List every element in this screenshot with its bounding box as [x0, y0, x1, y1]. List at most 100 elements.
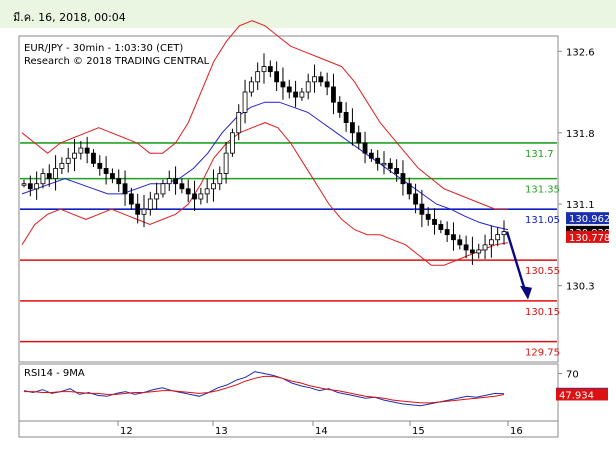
x-tick-label: 13: [215, 426, 228, 437]
candle-body: [185, 188, 191, 195]
candle-body: [293, 91, 298, 98]
rsi-y-tick-label: 70: [566, 370, 579, 381]
level-label: 131.35: [525, 185, 560, 196]
candle-body: [343, 112, 349, 123]
chart-subtitle: Research © 2018 TRADING CENTRAL: [24, 56, 210, 67]
candle-body: [204, 188, 210, 195]
price-tag-box: [566, 230, 609, 243]
candle-body: [356, 132, 362, 144]
rsi-price-tag-box: [556, 388, 608, 401]
x-tick-label: 12: [120, 426, 133, 437]
moving-average-line: [21, 101, 509, 231]
candle-body: [331, 86, 336, 103]
candle-body: [350, 122, 355, 134]
candle-body: [84, 147, 90, 154]
candle-body: [128, 193, 134, 205]
candle-body: [463, 244, 469, 251]
candle-body: [72, 152, 77, 159]
header-bar: [0, 0, 616, 28]
bollinger-lower-band: [21, 122, 509, 266]
candle-body: [457, 239, 463, 246]
candle-body: [495, 234, 501, 241]
candle-body: [34, 183, 40, 190]
candle-body: [147, 198, 153, 210]
candle-body: [65, 157, 71, 164]
candle-body: [381, 162, 387, 166]
candle-body: [27, 183, 33, 190]
candle-body: [267, 66, 273, 73]
candle-body: [166, 178, 172, 185]
rsi-price-tag-label: 47.934: [559, 390, 594, 401]
header-date: มี.ค. 16, 2018, 00:04: [13, 11, 126, 24]
candle-body: [425, 213, 431, 220]
candle-body: [141, 208, 147, 215]
candle-body: [59, 162, 65, 169]
level-label: 130.15: [525, 307, 560, 318]
level-label: 129.75: [525, 348, 560, 359]
rsi-plot-area[interactable]: [18, 363, 559, 422]
candle-body: [135, 203, 141, 215]
candle-body: [444, 229, 450, 236]
candle-body: [318, 76, 324, 83]
candle-body: [97, 162, 103, 169]
candle-body: [406, 183, 412, 195]
price-tag-label: 130.778: [569, 233, 610, 244]
projection-arrow-line: [505, 231, 528, 295]
candle-body: [179, 183, 185, 190]
candle-body: [192, 193, 197, 200]
candle-body: [223, 152, 229, 174]
candle-body: [501, 231, 507, 236]
main-plot-area[interactable]: [18, 35, 559, 363]
candle-body: [236, 112, 242, 134]
candle-body: [103, 168, 109, 174]
candle-body: [116, 178, 122, 185]
rsi-chart-layer: 7048.654347.934: [23, 370, 608, 407]
candle-body: [160, 183, 166, 195]
candle-body: [337, 101, 343, 113]
candle-body: [438, 224, 444, 230]
candle-body: [40, 173, 46, 185]
candle-body: [21, 183, 27, 186]
candle-body: [299, 91, 305, 98]
projection-arrow-head: [520, 285, 532, 300]
level-label: 131.7: [525, 149, 554, 160]
candle-body: [488, 239, 494, 246]
candle-body: [413, 193, 418, 205]
x-tick-label: 16: [510, 426, 523, 437]
candle-body: [387, 162, 393, 169]
candle-body: [154, 193, 160, 200]
candle-body: [400, 173, 406, 185]
candle-body: [248, 81, 254, 93]
candle-body: [217, 173, 223, 185]
x-tick-label: 15: [412, 426, 425, 437]
candle-body: [242, 91, 248, 113]
level-label: 131.05: [525, 215, 560, 226]
main-chart-layer: 132.6 131.8 131.1 130.3 12 13 14 15 16 131.7 131.3…: [20, 20, 610, 437]
candle-body: [394, 168, 400, 174]
bollinger-upper-band: [21, 20, 508, 210]
chart-title: EUR/JPY - 30min - 1:03:30 (CET): [24, 43, 183, 54]
candle-body: [312, 76, 317, 83]
y-tick-label: 132.6: [566, 47, 595, 58]
candle-body: [53, 168, 58, 180]
candle-body: [324, 81, 330, 88]
x-tick-label: 14: [315, 426, 328, 437]
candle-body: [362, 142, 368, 154]
candle-body: [280, 81, 286, 88]
candle-body: [230, 132, 235, 154]
candle-body: [470, 249, 475, 254]
candle-body: [261, 66, 267, 73]
candle-body: [78, 147, 84, 154]
x-axis-strip: [18, 420, 559, 438]
candle-body: [173, 178, 178, 185]
candle-body: [482, 244, 488, 251]
rsi-title: RSI14 - 9MA: [24, 368, 85, 379]
candle-body: [305, 81, 311, 93]
candle-body: [91, 152, 96, 164]
candle-body: [286, 86, 292, 93]
y-tick-label: 131.1: [566, 200, 595, 211]
candle-body: [211, 183, 216, 190]
candle-body: [451, 234, 456, 241]
